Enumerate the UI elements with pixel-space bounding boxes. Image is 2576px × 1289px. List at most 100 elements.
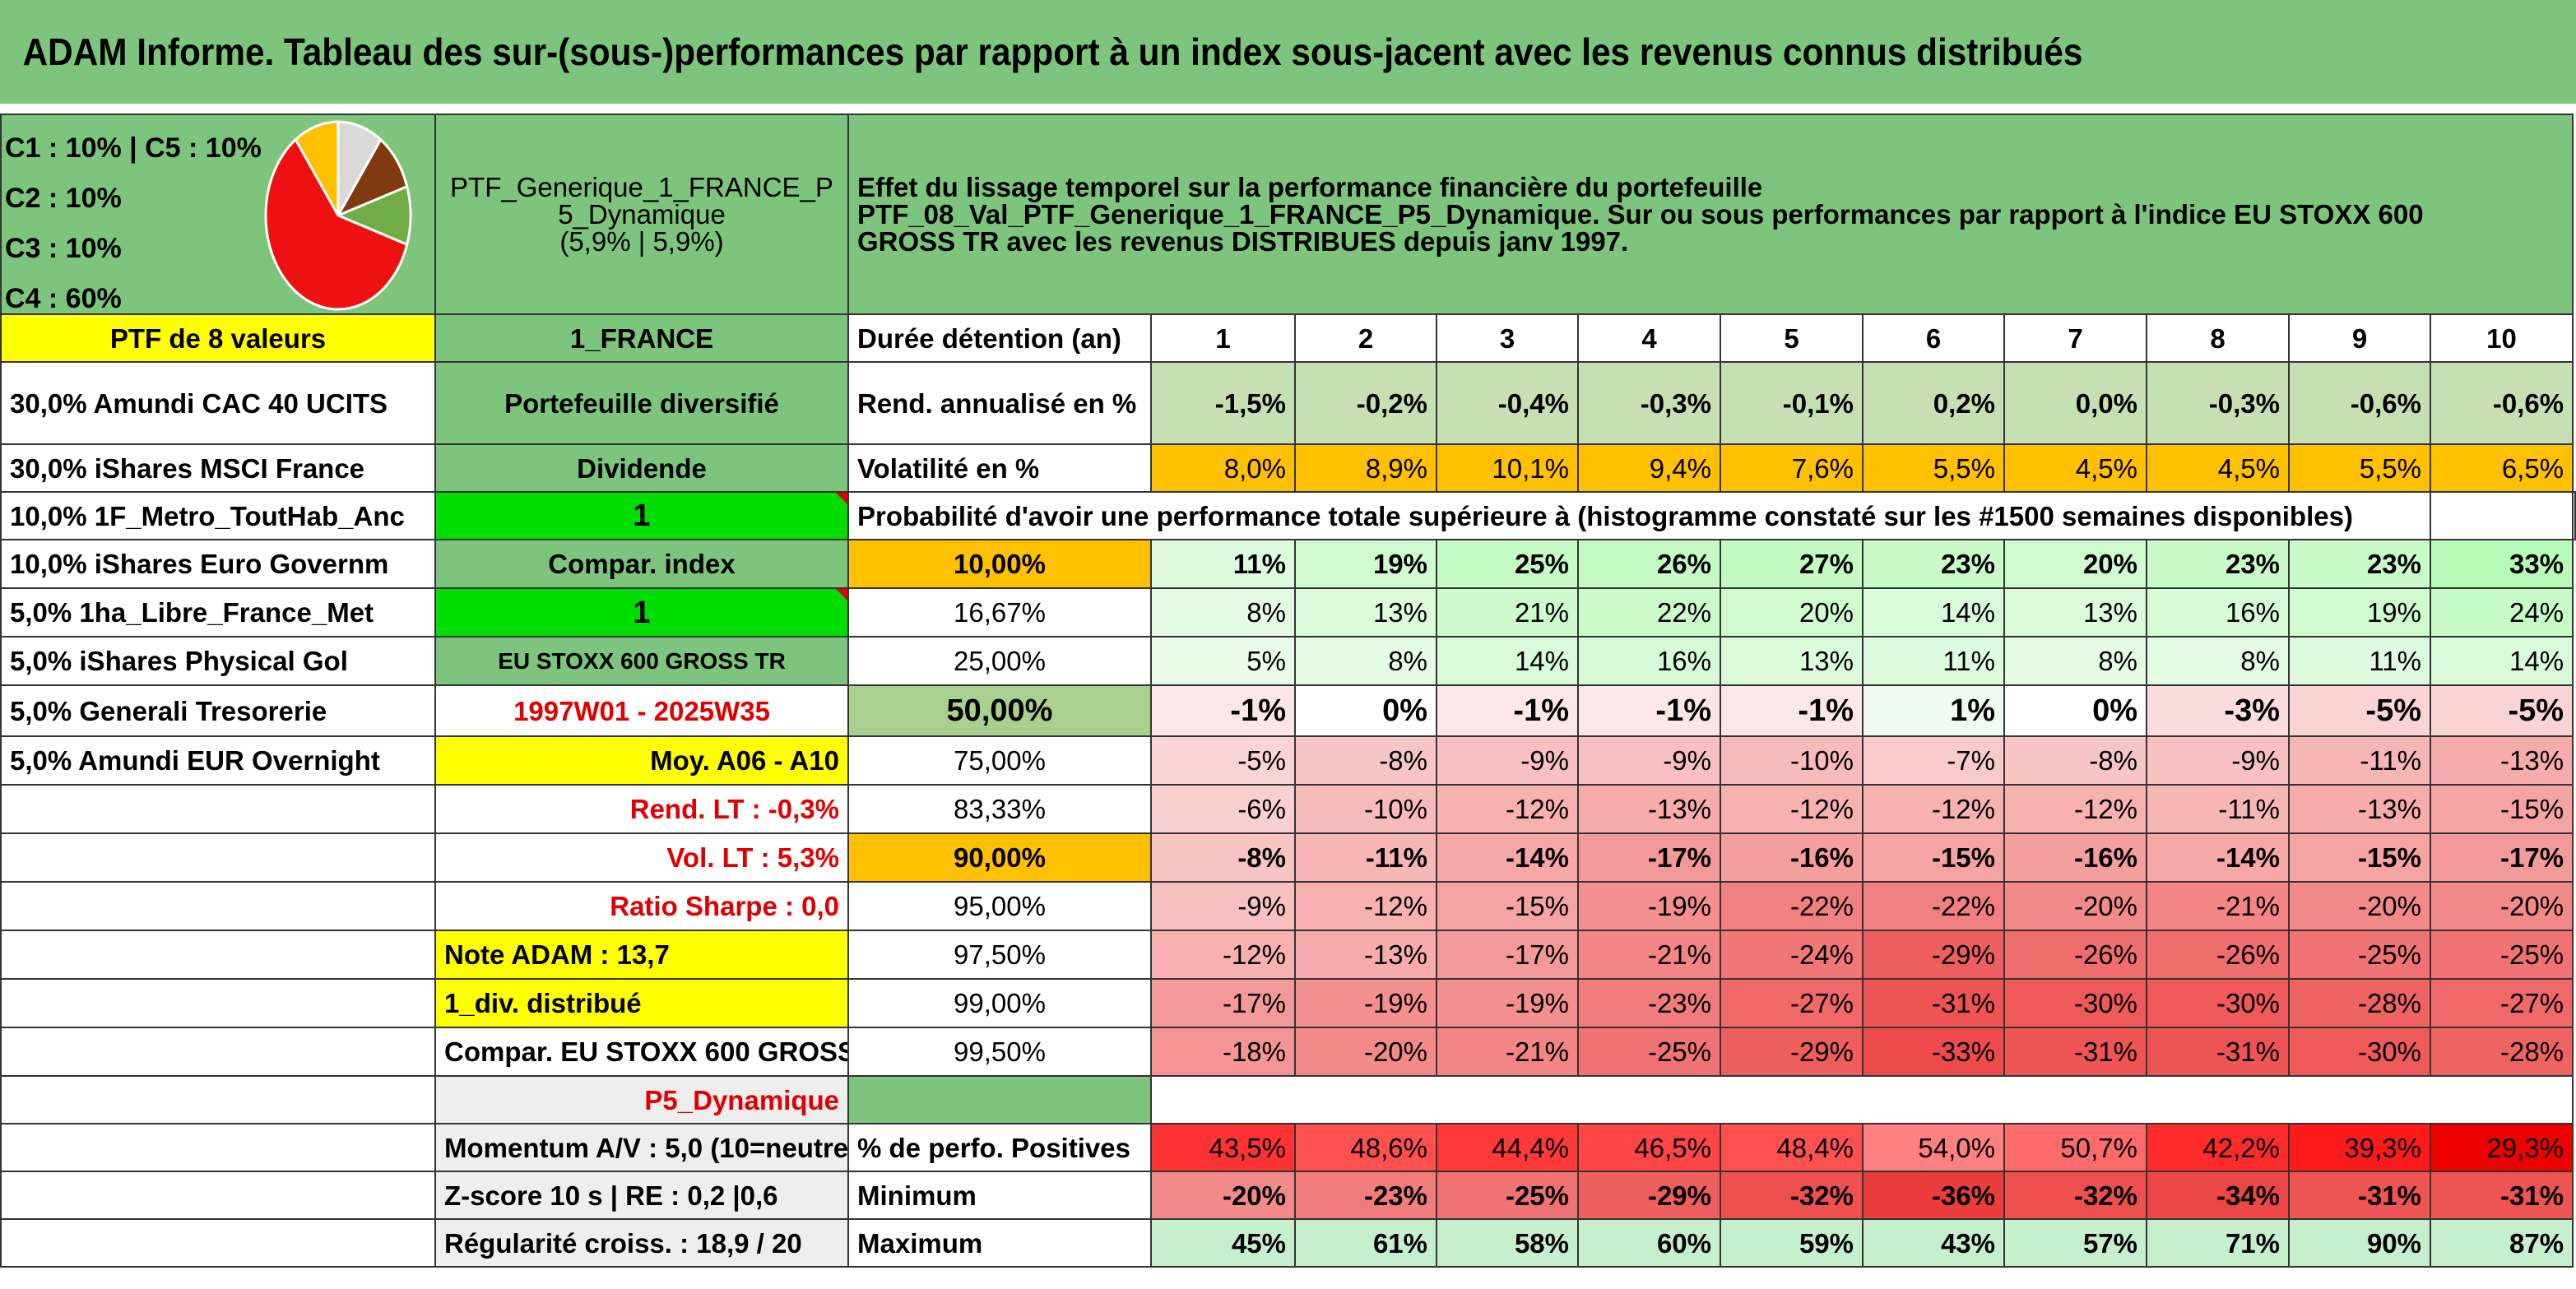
positive-value: 46,5% [1577,1123,1721,1172]
probability-value: -20% [2288,881,2431,931]
probability-value: -25% [1577,1027,1721,1077]
empty-cell [0,930,436,980]
probability-value: -30% [2146,978,2290,1028]
year-header: 10 [2429,313,2574,363]
holding-4: 10,0% iShares Euro Governm [0,539,436,589]
maximum-row: Régularité croiss. : 18,9 / 20 Maximum 45%… [0,1218,2575,1268]
probability-value: -7% [1862,735,2005,786]
probability-value: 23% [2146,539,2290,589]
portfolio-name-line3: (5,9% | 5,9%) [559,226,724,257]
quantile-row: 10,0% iShares Euro Governm Compar. index 1… [0,539,2575,589]
year-header: 9 [2288,313,2431,363]
volatility-value: 4,5% [2146,443,2290,493]
probability-value: -29% [1862,930,2005,980]
probability-value: -33% [1862,1027,2005,1077]
return-value: -0,3% [1577,361,1721,445]
ptf-count-label: PTF de 8 valeurs [0,313,436,363]
positive-row: Momentum A/V : 5,0 (10=neutre)% de perfo… [0,1123,2575,1172]
probability-value: -13% [2288,784,2431,834]
probability-value: -26% [2146,930,2290,980]
probability-value: -9% [1150,881,1296,931]
probability-value: 23% [1862,539,2005,589]
positive-value: 54,0% [1862,1123,2005,1172]
probability-value: -12% [1862,784,2005,834]
positive-value: 50,7% [2003,1123,2147,1172]
probability-value: -5% [2288,684,2431,737]
volatility-value: 4,5% [2003,443,2147,493]
volatility-value: 7,6% [1720,443,1864,493]
minimum-value: -20% [1150,1171,1296,1220]
probability-value: 33% [2429,539,2574,589]
effect-line1: Effet du lissage temporel sur la perform… [857,172,1763,202]
probability-value: 23% [2288,539,2431,589]
holding-7: 5,0% Generali Tresorerie [0,684,436,737]
probability-value: -30% [2288,1027,2431,1077]
probability-value: 14% [1436,636,1579,686]
probability-value: -16% [2003,832,2147,883]
probability-value: -11% [2288,735,2431,786]
pie-slice-c4 [264,137,409,311]
probability-title-row: 10,0% 1F_Metro_ToutHab_Anc 1 Probabilité d… [0,491,2576,540]
holding-3: 10,0% 1F_Metro_ToutHab_Anc [0,491,436,540]
positive-value: 29,3% [2429,1123,2574,1172]
year-header: 2 [1294,313,1437,363]
probability-value: 14% [1862,587,2005,638]
minimum-value: -31% [2429,1171,2574,1220]
probability-value: 8% [2003,636,2147,686]
maximum-value: 45% [1150,1218,1296,1268]
empty-cell [0,1075,436,1124]
holding-2: 30,0% iShares MSCI France [0,443,436,493]
positive-value: 42,2% [2146,1123,2290,1172]
probability-value: -17% [2429,832,2574,883]
probability-value: -22% [1862,881,2005,931]
probability-value: -12% [1294,881,1437,931]
spacer-row [0,104,2576,114]
probability-value: -27% [1720,978,1864,1028]
maximum-label: Maximum [847,1218,1152,1268]
minimum-label: Minimum [847,1171,1152,1220]
probability-value: -19% [1577,881,1721,931]
minimum-value: -31% [2288,1171,2431,1220]
quantile-label: 83,33% [847,784,1152,834]
empty-cell [0,978,436,1028]
probability-value: 5% [1150,636,1296,686]
probability-value: -10% [1720,735,1864,786]
probability-value: 20% [1720,587,1864,638]
return-value: 0,2% [1862,361,2005,445]
maximum-value: 57% [2003,1218,2147,1268]
pie-label-2: C2 : 10% [5,183,122,214]
long-term-return: Rend. LT : -0,3% [434,784,849,834]
probability-value: 25% [1436,539,1579,589]
minimum-value: -34% [2146,1171,2290,1220]
pie-legend: C1 : 10% | C5 : 10% C2 : 10% C3 : 10% C4… [5,123,262,314]
probability-value: 22% [1577,587,1721,638]
pie-label-1: C1 : 10% | C5 : 10% [5,132,262,164]
portfolio-type: Portefeuille diversifié [434,361,849,445]
probability-value: -1% [1150,684,1296,737]
year-header: 6 [1862,313,2005,363]
momentum-label: Momentum A/V : 5,0 (10=neutre) [434,1123,849,1172]
probability-value: -20% [1294,1027,1437,1077]
empty-cell [1149,1075,2574,1124]
probability-value: -22% [1720,881,1864,931]
probability-value: -17% [1577,832,1721,883]
probability-value: -19% [1436,978,1579,1028]
portfolio-name-cell: PTF_Generique_1_FRANCE_P 5_Dynamique (5,… [434,114,849,315]
profile-label: P5_Dynamique [434,1075,849,1124]
probability-value: -12% [2003,784,2147,834]
return-value: -0,1% [1720,361,1864,445]
volatility-value: 5,5% [2288,443,2431,493]
probability-value: -25% [2288,930,2431,980]
positive-value: 43,5% [1150,1123,1296,1172]
return-value: -0,2% [1294,361,1437,445]
return-value: -0,6% [2288,361,2431,445]
portfolio-name-line2: 5_Dynamique [558,199,726,230]
country-label: 1_FRANCE [434,313,849,363]
quantile-row: Rend. LT : -0,3% 83,33% -6% -10% -12% -13% -12… [0,784,2575,834]
empty-cell [0,1218,436,1268]
quantile-row: 1_div. distribué 99,00% -17% -19% -19% -23% -2… [0,978,2575,1028]
probability-value: 8% [2146,636,2290,686]
pie-label-4: C4 : 60% [5,283,122,314]
volatility-value: 8,0% [1150,443,1296,493]
quantile-row: 5,0% Generali Tresorerie 1997W01 - 2025W3… [0,684,2575,737]
